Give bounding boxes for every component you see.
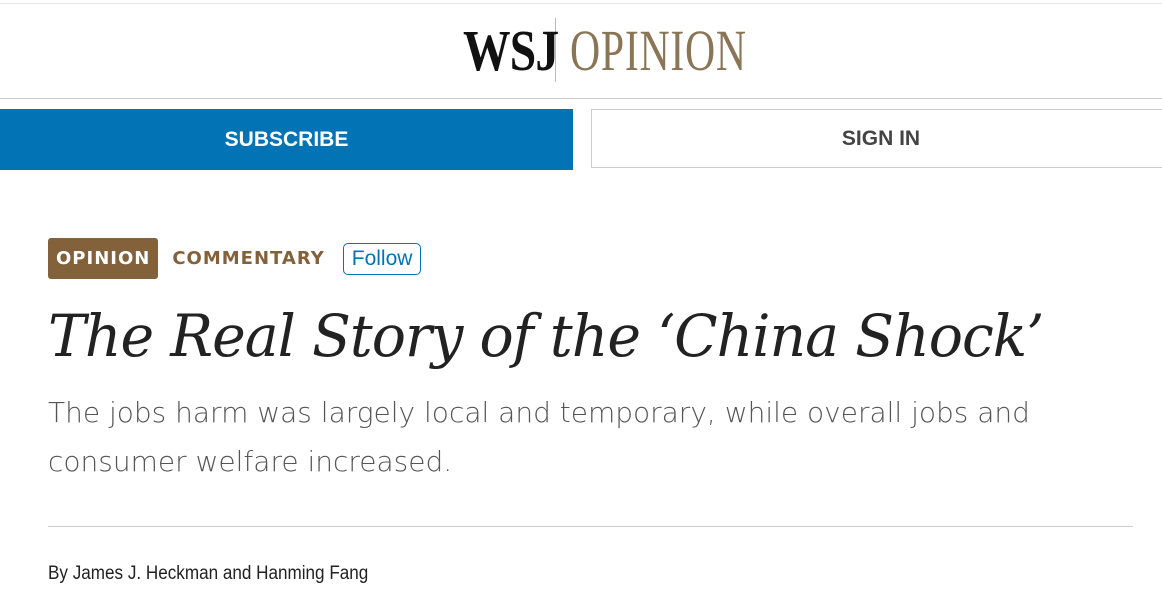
follow-button[interactable]: Follow bbox=[342, 242, 422, 275]
category-label: COMMENTARY bbox=[172, 248, 325, 269]
byline: By James J. Heckman and Hanming Fang bbox=[48, 563, 369, 584]
sign-in-button[interactable]: SIGN IN bbox=[591, 109, 1162, 168]
wsj-opinion-logo[interactable]: WSJ OPINION bbox=[463, 17, 815, 83]
logo-separator bbox=[555, 18, 556, 82]
byline-divider bbox=[48, 526, 1133, 527]
article-flags: OPINION COMMENTARY Follow bbox=[48, 238, 422, 279]
article-title: The Real Story of the ‘China Shock’ bbox=[48, 302, 1044, 370]
top-divider bbox=[0, 3, 1162, 4]
logo-wsj: WSJ bbox=[463, 17, 559, 83]
header-divider bbox=[0, 98, 1162, 99]
logo-opinion: OPINION bbox=[570, 17, 747, 83]
article-dek: The jobs harm was largely local and temp… bbox=[48, 396, 1030, 478]
subscribe-button[interactable]: SUBSCRIBE bbox=[0, 109, 573, 170]
opinion-tag[interactable]: OPINION bbox=[48, 238, 159, 279]
